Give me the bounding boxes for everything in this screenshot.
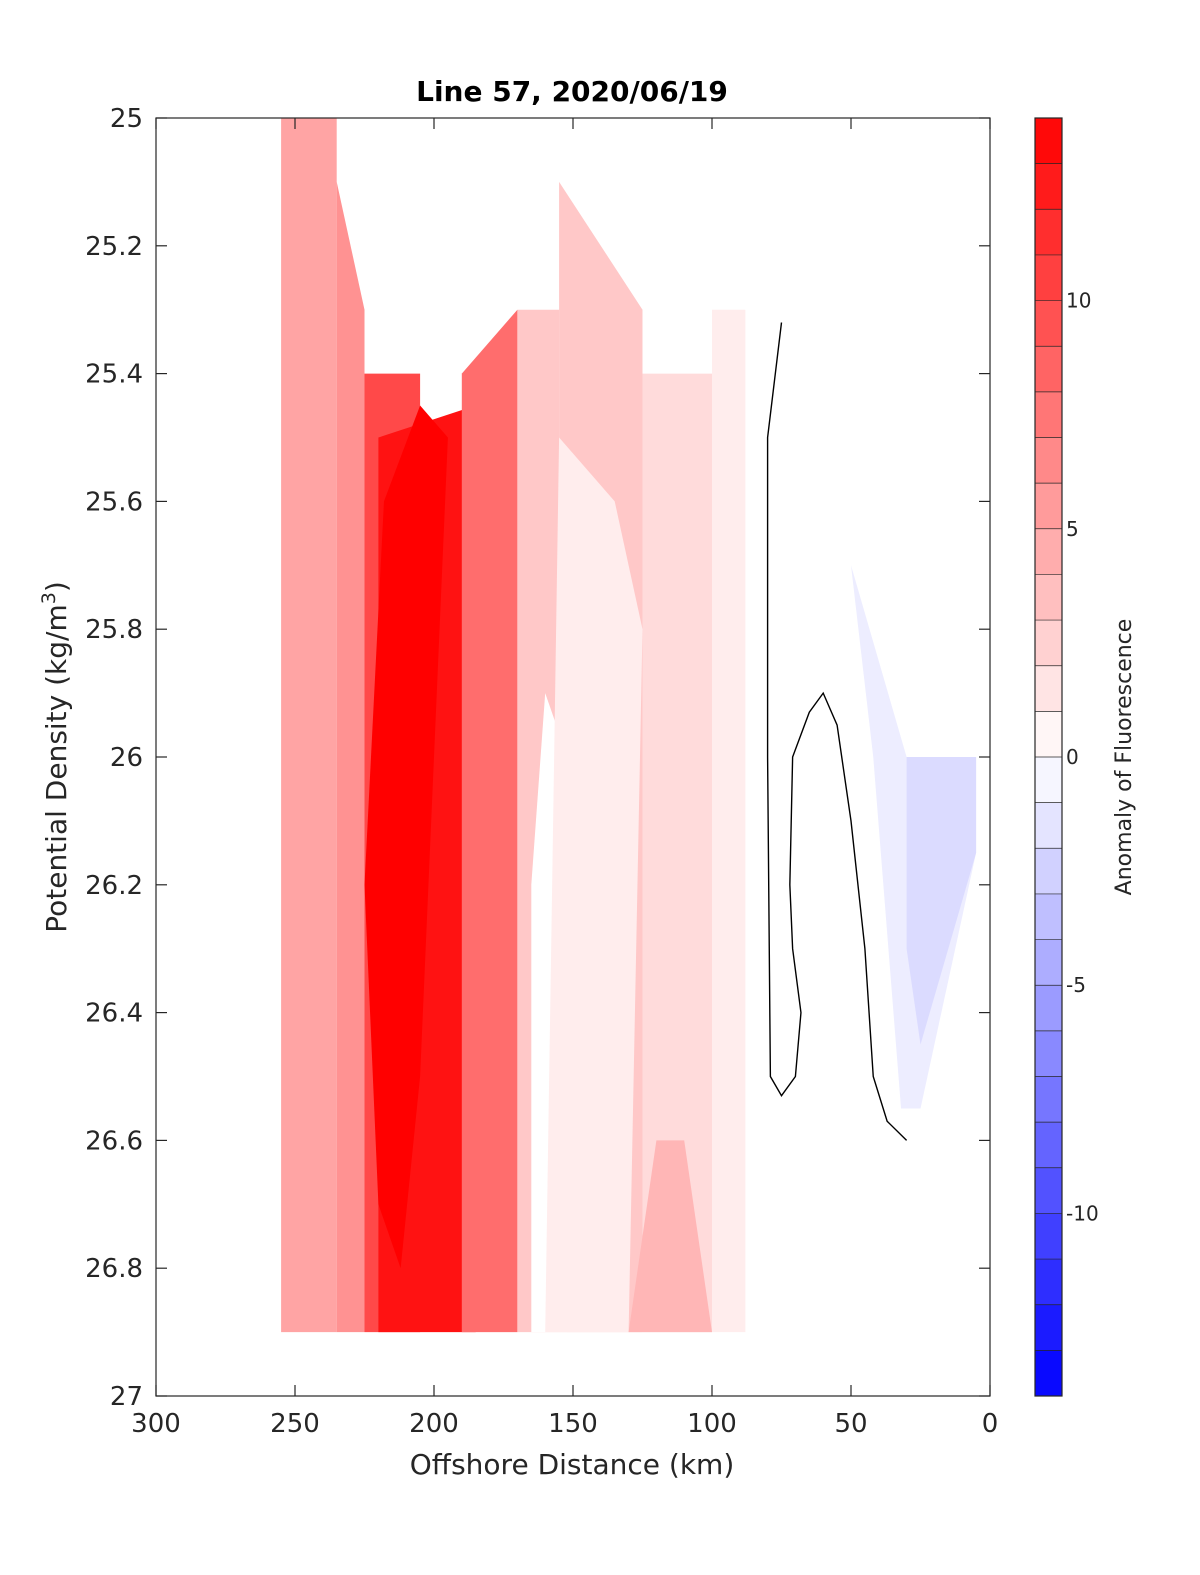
y-tick-label: 25.6 <box>85 487 143 517</box>
x-tick-label: 250 <box>270 1409 320 1439</box>
colorbar-segment <box>1035 939 1062 986</box>
y-tick-label: 25.2 <box>85 232 143 262</box>
x-tick-label: 200 <box>409 1409 459 1439</box>
colorbar-segment <box>1035 300 1062 347</box>
colorbar-segment <box>1035 1350 1062 1397</box>
colorbar-segment <box>1035 665 1062 712</box>
field-feature-3 <box>628 1140 712 1333</box>
colorbar-segment <box>1035 802 1062 849</box>
colorbar-segment <box>1035 985 1062 1032</box>
colorbar-segment <box>1035 437 1062 484</box>
colorbar-segment <box>1035 757 1062 804</box>
colorbar-segment <box>1035 483 1062 530</box>
contour-line-0 <box>766 322 908 1141</box>
chart-title: Line 57, 2020/06/19 <box>416 75 728 108</box>
colorbar-tick-label: 5 <box>1066 517 1079 541</box>
field-feature-0 <box>364 405 448 1269</box>
contour-layer <box>766 322 908 1141</box>
field-feature-5 <box>906 757 977 1045</box>
y-axis-title: Potential Density (kg/m3) <box>38 581 73 933</box>
y-tick-label: 25.4 <box>85 360 143 390</box>
x-tick-label: 0 <box>982 1409 999 1439</box>
colorbar-segment <box>1035 346 1062 393</box>
y-axis-title-sup: 3 <box>38 592 60 604</box>
colorbar-segment <box>1035 574 1062 621</box>
y-tick-label: 26.6 <box>85 1126 143 1156</box>
colorbar-segment <box>1035 118 1062 165</box>
x-tick-label: 300 <box>131 1409 181 1439</box>
colorbar-segment <box>1035 209 1062 256</box>
colorbar-segment <box>1035 848 1062 895</box>
colorbar-segment <box>1035 1213 1062 1260</box>
y-axis-title-end: ) <box>40 581 73 592</box>
field-band-1 <box>336 181 365 1333</box>
x-axis: 300 250 200 150 100 50 0 <box>131 118 998 1439</box>
field-band-0 <box>281 118 337 1333</box>
y-tick-label: 25 <box>110 104 143 134</box>
colorbar-segment <box>1035 620 1062 667</box>
y-axis: 25 25.2 25.4 25.6 25.8 26 26.2 26.4 26.6 26.8 27 <box>85 104 990 1412</box>
colorbar-segment <box>1035 893 1062 941</box>
colorbar-segment <box>1035 163 1062 210</box>
y-tick-label: 26.4 <box>85 999 143 1029</box>
colorbar-segment <box>1035 1122 1062 1169</box>
colorbar-tick-label: 0 <box>1066 745 1079 769</box>
x-tick-label: 50 <box>834 1409 867 1439</box>
colorbar-segment <box>1035 711 1062 758</box>
colorbar-title: Anomaly of Fluorescence <box>1112 619 1137 896</box>
colorbar-segment <box>1035 391 1062 438</box>
colorbar-frame <box>1034 117 1063 1397</box>
colorbar-segment <box>1035 1076 1062 1123</box>
plot-layer <box>281 118 977 1333</box>
colorbar-segment <box>1035 1167 1062 1214</box>
y-tick-label: 26.2 <box>85 871 143 901</box>
colorbar-segment <box>1035 1304 1062 1351</box>
colorbar-segment <box>1035 1030 1062 1077</box>
colorbar-segment <box>1035 528 1062 575</box>
colorbar-tick-label: 10 <box>1066 289 1091 313</box>
field-feature-2 <box>545 437 643 1333</box>
field-band-7 <box>642 373 712 1333</box>
x-tick-label: 100 <box>687 1409 737 1439</box>
colorbar-segment <box>1035 254 1062 302</box>
field-band-4 <box>461 309 518 1333</box>
y-tick-label: 27 <box>110 1382 143 1412</box>
y-axis-title-main: Potential Density (kg/m <box>40 604 73 933</box>
colorbar: 10 5 0 -5 -10 <box>1034 117 1099 1397</box>
x-tick-label: 150 <box>548 1409 598 1439</box>
colorbar-tick-label: -5 <box>1066 973 1086 997</box>
field-band-8 <box>712 309 746 1333</box>
x-axis-title: Offshore Distance (km) <box>410 1448 735 1481</box>
colorbar-segment <box>1035 1259 1062 1306</box>
y-tick-label: 25.8 <box>85 615 143 645</box>
y-tick-label: 26 <box>110 743 143 773</box>
colorbar-tick-label: -10 <box>1066 1201 1099 1225</box>
y-tick-label: 26.8 <box>85 1254 143 1284</box>
